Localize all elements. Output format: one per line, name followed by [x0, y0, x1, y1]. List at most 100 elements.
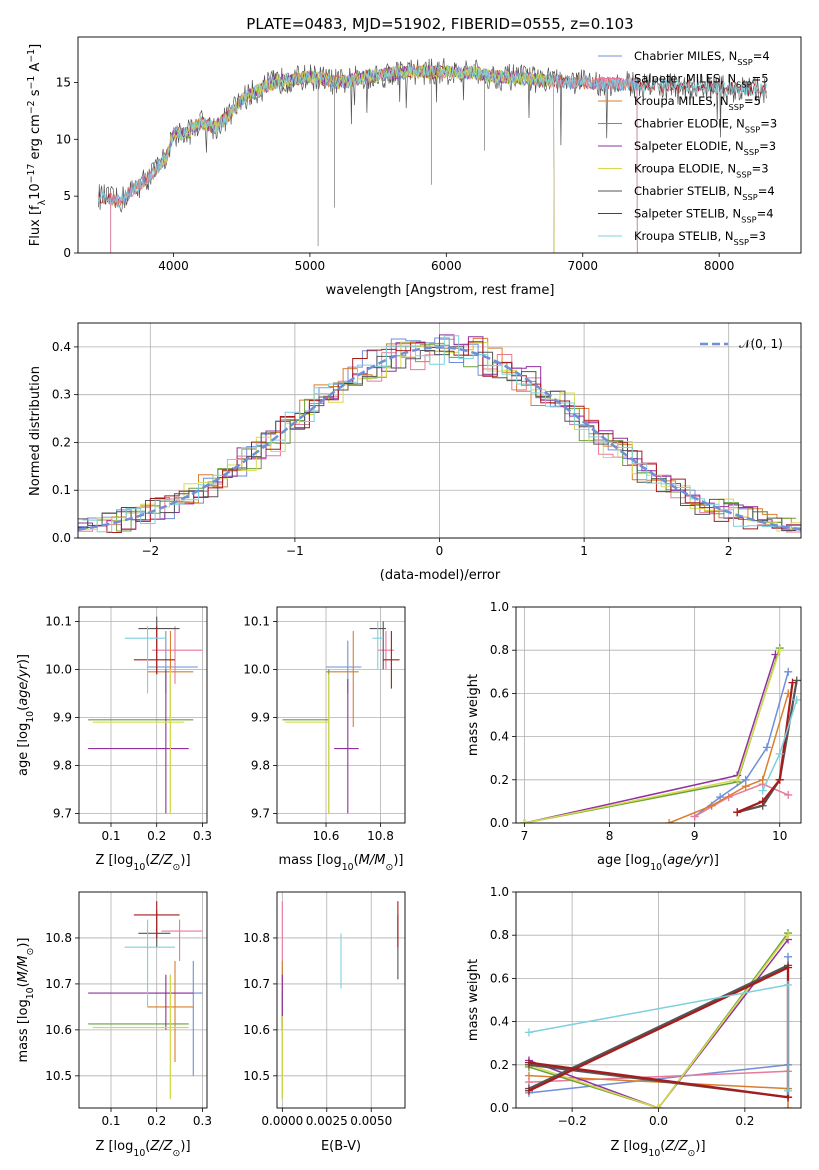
normal-curve	[78, 346, 801, 531]
panel-weight_vs_Z: −0.2 0.0 0.2 0.0 0.2 0.4 0.6 0.8 1.0 Z [log10(Z/Z…	[466, 885, 802, 1159]
label-part: )]	[16, 654, 31, 664]
label-part: SSP	[737, 57, 752, 67]
label-part: =3	[759, 139, 776, 153]
marker-kroupa_stelib	[758, 786, 767, 795]
spectrum-line-kroupa_elodie	[159, 64, 555, 253]
marker-chabrier_miles	[762, 743, 771, 752]
label-part: SSP	[745, 125, 760, 135]
x-tick-label: 0.3	[193, 1114, 212, 1128]
label-part: )]	[16, 938, 31, 948]
marker-chabrier_miles	[716, 793, 725, 802]
label-part: ⊙	[173, 862, 181, 873]
y-tick-label: 10.6	[45, 1023, 72, 1037]
y-axis-label: age [log10(age/yr)]	[16, 654, 36, 776]
label-part: ]	[28, 44, 43, 49]
y-tick-label: 15	[56, 75, 71, 89]
spectrum-line-salpeter_miles	[110, 64, 638, 253]
x-tick-label: 6000	[431, 259, 462, 273]
marker-kroupa_elodie	[654, 1104, 663, 1108]
marker-salpeter_miles	[690, 812, 699, 821]
y-tick-label: 9.7	[53, 806, 72, 820]
label-part: mass [log	[279, 853, 342, 868]
legend-label-chabrier_miles: Chabrier MILES, NSSP=4	[634, 49, 770, 67]
x-tick-label: 8	[606, 829, 614, 843]
label-part: SSP	[744, 147, 759, 157]
x-tick-label: 8000	[704, 259, 735, 273]
label-part: ⊙	[25, 948, 36, 956]
y-tick-label: 0.0	[490, 1101, 509, 1115]
label-part: age [log	[597, 853, 650, 868]
x-tick-label: 9	[691, 829, 699, 843]
x-tick-label: 7000	[567, 259, 598, 273]
series-line-chabrier_elodie	[528, 932, 789, 1108]
marker-kroupa_stelib	[784, 1086, 793, 1095]
label-part: −2	[26, 100, 37, 114]
plot-area-weight_vs_age	[520, 644, 801, 823]
plot-area-weight_vs_Z	[524, 929, 793, 1108]
panel-age_vs_mass: 10.6 10.8 9.7 9.8 9.9 10.0 10.1 mass [log10(M/M…	[243, 606, 406, 873]
y-tick-label: 0.4	[52, 340, 71, 354]
series-line-kroupa_miles	[668, 693, 789, 823]
label-part: SSP	[742, 192, 757, 202]
spectrum-line-kroupa_miles	[110, 63, 638, 253]
marker-kroupa_miles	[524, 1071, 533, 1080]
x-axis-label: wavelength [Angstrom, rest frame]	[326, 283, 555, 298]
panel-mass_vs_Z: 0.1 0.2 0.310.510.610.710.8Z [log10(Z/Z⊙)]…	[16, 891, 212, 1159]
x-tick-label: 4000	[158, 259, 189, 273]
y-tick-label: 5	[63, 189, 71, 203]
y-tick-label: 0.2	[52, 435, 71, 449]
marker-salpeter_stelib	[784, 963, 793, 972]
label-part: 10	[133, 862, 145, 873]
series-line-chabrier_stelib	[736, 680, 798, 814]
plot-area-spectrum	[98, 58, 767, 253]
label-part: Salpeter MILES, N	[634, 72, 736, 86]
y-tick-label: 10.5	[243, 1069, 270, 1083]
label-part: 10	[25, 711, 36, 723]
label-part: 10	[25, 987, 36, 999]
label-part: SSP	[736, 170, 751, 180]
label-part: 10	[648, 1148, 660, 1159]
label-part: SSP	[736, 80, 751, 90]
y-tick-label: 10.1	[243, 614, 270, 628]
marker-kroupa_stelib	[784, 980, 793, 989]
label-part: (	[660, 1139, 665, 1154]
label-part: =4	[757, 207, 774, 221]
label-part: Z/Z	[149, 1139, 173, 1154]
spectrum-line-salpeter_elodie	[159, 64, 555, 253]
x-tick-label: 0.2	[147, 829, 166, 843]
label-part: (	[16, 706, 31, 711]
x-axis-label: Z [log10(Z/Z⊙)]	[95, 1139, 190, 1159]
legend-label-salpeter_stelib: Salpeter STELIB, NSSP=4	[634, 207, 774, 225]
legend-label-salpeter_elodie: Salpeter ELODIE, NSSP=3	[634, 139, 776, 157]
label-part: Kroupa ELODIE, N	[634, 162, 736, 176]
label-part: (	[16, 982, 31, 987]
y-tick-label: 10.7	[45, 977, 72, 991]
marker-kroupa_miles	[758, 775, 767, 784]
x-tick-label: 1	[580, 544, 588, 558]
label-part: Z [log	[95, 853, 133, 868]
label-part: A	[28, 63, 43, 76]
label-part: Z/Z	[149, 853, 173, 868]
legend-label-chabrier_stelib: Chabrier STELIB, NSSP=4	[634, 184, 775, 202]
legend-label-chabrier_elodie: Chabrier ELODIE, NSSP=3	[634, 117, 777, 135]
label-part: 10	[342, 862, 354, 873]
y-tick-label: 9.9	[53, 710, 72, 724]
label-part: )]	[393, 853, 403, 868]
y-tick-label: 10.0	[243, 662, 270, 676]
marker-kroupa_miles	[665, 819, 674, 823]
x-tick-label: 10.8	[367, 829, 394, 843]
plot-area-age_vs_mass	[282, 621, 400, 814]
marker-kroupa_elodie	[520, 819, 529, 823]
label-part: Chabrier MILES, N	[634, 49, 737, 63]
legend-label-kroupa_stelib: Kroupa STELIB, NSSP=3	[634, 229, 766, 247]
axes-frame	[515, 606, 802, 824]
x-tick-label: 10	[772, 829, 787, 843]
x-tick-label: 10.6	[313, 829, 340, 843]
y-tick-label: 10.7	[243, 977, 270, 991]
y-axis-label: mass weight	[466, 959, 481, 1041]
label-part: age/yr	[667, 853, 710, 868]
y-tick-label: 0.6	[490, 686, 509, 700]
y-tick-label: 9.8	[53, 758, 72, 772]
y-tick-label: 0.2	[490, 773, 509, 787]
